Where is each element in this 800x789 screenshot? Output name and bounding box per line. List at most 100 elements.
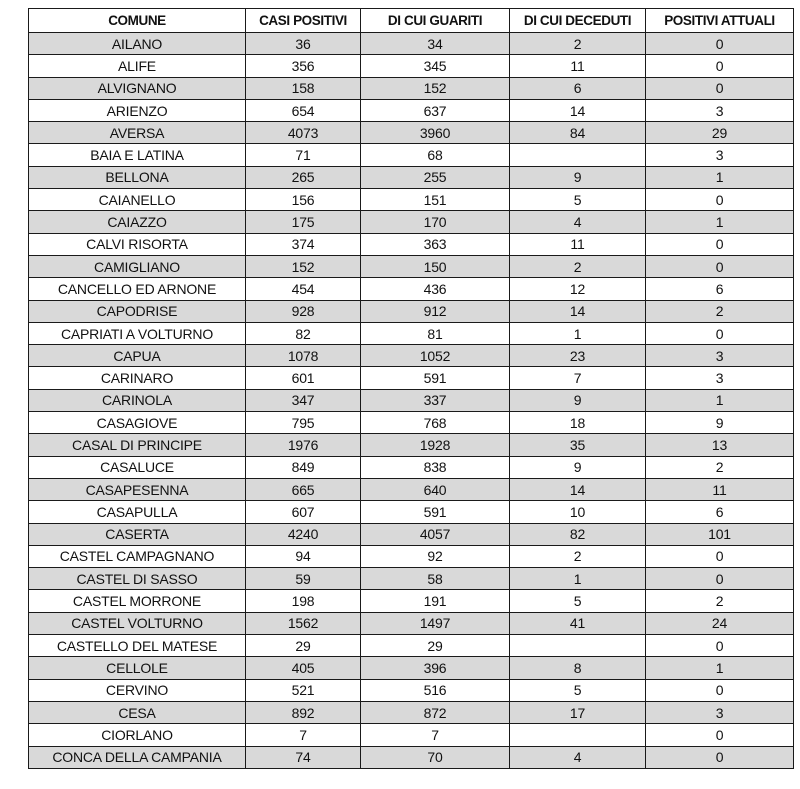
cell-di-cui-deceduti: 23	[509, 344, 646, 368]
cell-di-cui-guariti: 838	[360, 455, 510, 479]
cell-comune: CASTELLO DEL MATESE	[28, 634, 246, 658]
cell-di-cui-deceduti: 4	[509, 210, 646, 234]
header-row: COMUNE CASI POSITIVI DI CUI GUARITI DI CUI …	[28, 8, 794, 33]
cell-casi-positivi: 82	[245, 321, 361, 346]
cell-casi-positivi: 4073	[245, 121, 361, 145]
cell-di-cui-deceduti: 9	[509, 165, 646, 190]
cell-casi-positivi: 4240	[245, 522, 361, 546]
cell-di-cui-guariti: 1497	[360, 611, 510, 636]
cell-comune: CONCA DELLA CAMPANIA	[28, 745, 246, 769]
cell-di-cui-deceduti: 14	[509, 299, 646, 323]
cell-di-cui-guariti: 872	[360, 700, 510, 725]
cell-di-cui-deceduti: 2	[509, 544, 646, 569]
table-row: ARIENZO 654 637 14 3	[28, 98, 794, 123]
cell-di-cui-deceduti: 9	[509, 455, 646, 479]
cell-di-cui-guariti: 255	[360, 165, 510, 190]
cell-casi-positivi: 71	[245, 143, 361, 167]
cell-di-cui-guariti: 637	[360, 98, 510, 123]
table-row: CASAPESENNA 665 640 14 11	[28, 477, 794, 502]
table-row: CELLOLE 405 396 8 1	[28, 656, 794, 680]
cell-di-cui-guariti: 591	[360, 500, 510, 524]
cell-casi-positivi: 665	[245, 477, 361, 502]
table-row: CAMIGLIANO 152 150 2 0	[28, 254, 794, 279]
cell-positivi-attuali: 0	[645, 54, 794, 78]
cell-comune: CASTEL CAMPAGNANO	[28, 544, 246, 569]
cell-positivi-attuali: 3	[645, 700, 794, 725]
cell-casi-positivi: 892	[245, 700, 361, 725]
cell-di-cui-deceduti	[509, 723, 646, 747]
cell-positivi-attuali: 24	[645, 611, 794, 636]
table-row: CAIAZZO 175 170 4 1	[28, 210, 794, 234]
table-row: CASERTA 4240 4057 82 101	[28, 522, 794, 546]
column-header-di-cui-guariti: DI CUI GUARITI	[360, 8, 510, 33]
cell-di-cui-guariti: 7	[360, 723, 510, 747]
cell-comune: CASTEL VOLTURNO	[28, 611, 246, 636]
cell-comune: CELLOLE	[28, 656, 246, 680]
cell-positivi-attuali: 3	[645, 98, 794, 123]
cell-di-cui-deceduti: 14	[509, 477, 646, 502]
cell-di-cui-guariti: 1052	[360, 344, 510, 368]
table-row: ALIFE 356 345 11 0	[28, 54, 794, 78]
cell-di-cui-guariti: 92	[360, 544, 510, 569]
cell-casi-positivi: 158	[245, 76, 361, 100]
cell-casi-positivi: 152	[245, 254, 361, 279]
cell-comune: CASAPULLA	[28, 500, 246, 524]
cell-comune: CALVI RISORTA	[28, 232, 246, 256]
cell-di-cui-deceduti: 11	[509, 54, 646, 78]
cell-comune: AVERSA	[28, 121, 246, 145]
cell-casi-positivi: 74	[245, 745, 361, 769]
cell-di-cui-guariti: 337	[360, 388, 510, 413]
cell-di-cui-guariti: 152	[360, 76, 510, 100]
cell-positivi-attuali: 0	[645, 544, 794, 569]
cell-di-cui-guariti: 591	[360, 366, 510, 390]
cell-comune: CANCELLO ED ARNONE	[28, 277, 246, 301]
cell-comune: CASAGIOVE	[28, 411, 246, 435]
cell-di-cui-deceduti: 2	[509, 254, 646, 279]
table-row: CALVI RISORTA 374 363 11 0	[28, 232, 794, 256]
cell-positivi-attuali: 6	[645, 500, 794, 524]
cell-di-cui-deceduti: 6	[509, 76, 646, 100]
cell-comune: CAPRIATI A VOLTURNO	[28, 321, 246, 346]
cell-di-cui-deceduti: 4	[509, 745, 646, 769]
cell-comune: CAPODRISE	[28, 299, 246, 323]
cell-comune: CESA	[28, 700, 246, 725]
cell-di-cui-guariti: 81	[360, 321, 510, 346]
table-row: CASTEL DI SASSO 59 58 1 0	[28, 567, 794, 591]
cell-positivi-attuali: 2	[645, 455, 794, 479]
cell-casi-positivi: 795	[245, 411, 361, 435]
cell-di-cui-deceduti	[509, 143, 646, 167]
cell-positivi-attuali: 0	[645, 188, 794, 212]
cell-positivi-attuali: 3	[645, 366, 794, 390]
cell-di-cui-guariti: 151	[360, 188, 510, 212]
cell-di-cui-deceduti: 82	[509, 522, 646, 546]
cell-di-cui-guariti: 34	[360, 31, 510, 56]
cell-di-cui-deceduti: 10	[509, 500, 646, 524]
table-row: CARINARO 601 591 7 3	[28, 366, 794, 390]
cell-positivi-attuali: 0	[645, 678, 794, 702]
cell-di-cui-deceduti: 5	[509, 188, 646, 212]
cell-positivi-attuali: 0	[645, 567, 794, 591]
cell-comune: CIORLANO	[28, 723, 246, 747]
cell-casi-positivi: 374	[245, 232, 361, 256]
cell-positivi-attuali: 11	[645, 477, 794, 502]
cell-di-cui-deceduti: 1	[509, 567, 646, 591]
cell-positivi-attuali: 9	[645, 411, 794, 435]
cell-comune: CASAL DI PRINCIPE	[28, 433, 246, 457]
cell-positivi-attuali: 1	[645, 210, 794, 234]
cell-positivi-attuali: 3	[645, 143, 794, 167]
cell-di-cui-guariti: 640	[360, 477, 510, 502]
cell-di-cui-deceduti: 5	[509, 678, 646, 702]
column-header-positivi-attuali: POSITIVI ATTUALI	[645, 8, 794, 33]
cell-comune: CAIAZZO	[28, 210, 246, 234]
cell-comune: AILANO	[28, 31, 246, 56]
cell-di-cui-guariti: 363	[360, 232, 510, 256]
cell-casi-positivi: 849	[245, 455, 361, 479]
table-row: CAIANELLO 156 151 5 0	[28, 188, 794, 212]
cell-comune: CARINOLA	[28, 388, 246, 413]
cell-comune: CAMIGLIANO	[28, 254, 246, 279]
cell-positivi-attuali: 101	[645, 522, 794, 546]
table-row: BELLONA 265 255 9 1	[28, 165, 794, 190]
cell-di-cui-guariti: 150	[360, 254, 510, 279]
cell-casi-positivi: 36	[245, 31, 361, 56]
cell-di-cui-deceduti: 8	[509, 656, 646, 680]
